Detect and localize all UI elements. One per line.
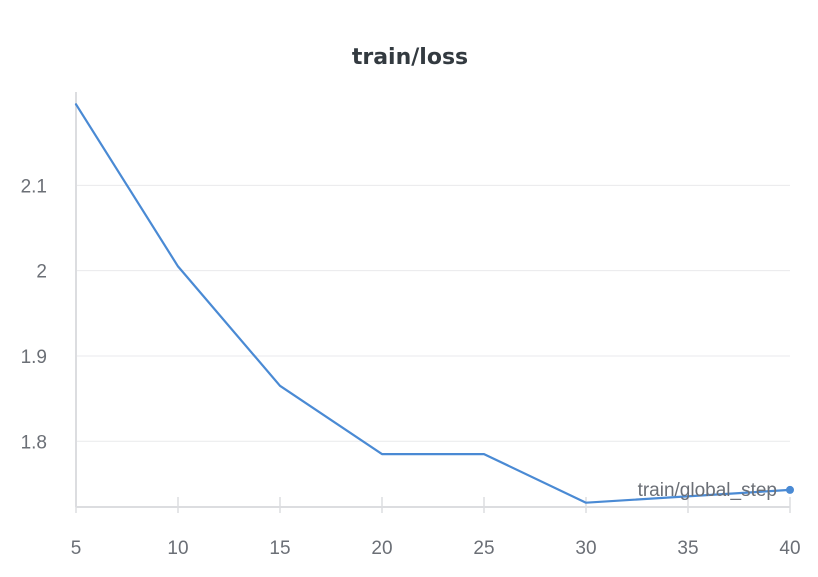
axes: 1.8 1.9 2 2.1 5 10 15 20 25 30 35 40 (21, 92, 801, 559)
y-tick-label: 2.1 (21, 176, 47, 197)
x-axis-label: train/global_step (638, 480, 777, 501)
last-point-marker (786, 485, 794, 494)
x-tick-label: 15 (269, 538, 290, 559)
y-tick-label: 1.9 (21, 347, 47, 368)
x-tick-label: 10 (167, 538, 188, 559)
y-tick-label: 2 (36, 262, 47, 283)
x-tick-label: 30 (575, 538, 596, 559)
x-tick-label: 20 (371, 538, 392, 559)
series-layer (74, 103, 794, 504)
x-tick-label: 5 (71, 538, 82, 559)
x-tick-label: 35 (677, 538, 698, 559)
loss-series-line (74, 103, 792, 504)
chart-title: train/loss (352, 45, 468, 70)
x-tick-label: 40 (779, 538, 800, 559)
grid-lines (76, 184, 790, 442)
y-tick-label: 1.8 (21, 432, 47, 453)
x-tick-label: 25 (473, 538, 494, 559)
